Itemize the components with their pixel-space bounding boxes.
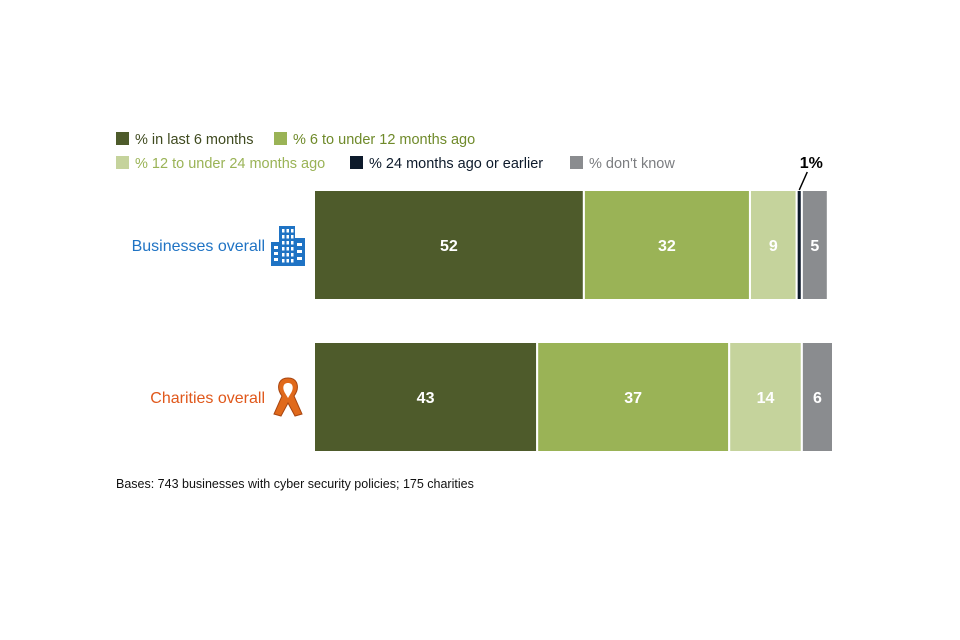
building-window <box>297 243 302 246</box>
data-label-charities-overall-12-to-under-24-months-ago: 14 <box>757 390 775 407</box>
building-window <box>282 241 285 245</box>
bar-segment-businesses-overall-6-to-under-12-months-ago <box>582 189 751 301</box>
annotation-leader-line <box>798 171 808 191</box>
building-window <box>297 257 302 260</box>
building-window <box>282 247 285 251</box>
legend-label-don-t-know: % don't know <box>589 156 675 172</box>
data-label-charities-overall-in-last-6-months: 43 <box>417 390 435 407</box>
chart-bars: 52 32 9 5 43 37 14 6 <box>313 189 834 453</box>
building-window <box>291 247 294 251</box>
building-window <box>274 252 278 255</box>
building-window <box>291 235 294 239</box>
legend-swatch-12-to-under-24-months-ago <box>116 156 129 169</box>
annotation-label: 1% <box>800 155 823 172</box>
building-window <box>291 253 294 257</box>
building-window <box>286 247 289 251</box>
legend-swatch-don-t-know <box>570 156 583 169</box>
legend-label-12-to-under-24-months-ago: % 12 to under 24 months ago <box>135 156 325 172</box>
bar-segment-businesses-overall-12-to-under-24-months-ago <box>748 189 798 301</box>
legend-swatch-in-last-6-months <box>116 132 129 145</box>
legend-label-6-to-under-12-months-ago: % 6 to under 12 months ago <box>293 132 475 148</box>
building-window <box>286 235 289 239</box>
building-window <box>291 259 294 263</box>
office-building-icon <box>271 226 305 266</box>
data-label-businesses-overall-in-last-6-months: 52 <box>440 238 458 255</box>
data-label-businesses-overall-12-to-under-24-months-ago: 9 <box>769 238 778 255</box>
chart-footnote: Bases: 743 businesses with cyber securit… <box>116 477 474 491</box>
bar-segment-charities-overall-in-last-6-months <box>313 341 539 453</box>
legend-label-in-last-6-months: % in last 6 months <box>135 132 253 148</box>
data-label-charities-overall-6-to-under-12-months-ago: 37 <box>624 390 642 407</box>
building-window <box>282 229 285 233</box>
chart-annotations: 1% <box>798 155 823 191</box>
legend-label-24-months-ago-or-earlier: % 24 months ago or earlier <box>369 156 543 172</box>
building-window <box>282 259 285 263</box>
building-window <box>291 229 294 233</box>
building-window <box>274 246 278 249</box>
building-window <box>297 250 302 253</box>
building-window <box>291 241 294 245</box>
category-labels: Businesses overall Charities overall <box>132 226 305 417</box>
bar-segment-businesses-overall-don-t-know <box>800 189 829 301</box>
ribbon-loop-hole <box>283 383 293 398</box>
bar-segment-charities-overall-don-t-know <box>800 341 834 453</box>
bar-segment-charities-overall-12-to-under-24-months-ago <box>728 341 803 453</box>
legend-swatch-24-months-ago-or-earlier <box>350 156 363 169</box>
building-window <box>286 229 289 233</box>
data-label-businesses-overall-6-to-under-12-months-ago: 32 <box>658 238 676 255</box>
data-label-businesses-overall-don-t-know: 5 <box>810 238 819 255</box>
charity-ribbon-icon <box>273 377 303 417</box>
building-window <box>274 258 278 261</box>
building-window <box>282 253 285 257</box>
data-label-charities-overall-don-t-know: 6 <box>813 390 822 407</box>
building-window <box>286 259 289 263</box>
chart-legend: % in last 6 months % 6 to under 12 months… <box>116 132 675 172</box>
category-label-businesses-overall: Businesses overall <box>132 238 265 255</box>
legend-swatch-6-to-under-12-months-ago <box>274 132 287 145</box>
bar-segment-charities-overall-6-to-under-12-months-ago <box>536 341 731 453</box>
building-window <box>286 241 289 245</box>
building-window <box>286 253 289 257</box>
building-window <box>282 235 285 239</box>
bar-segment-businesses-overall-in-last-6-months <box>313 189 585 301</box>
category-label-charities-overall: Charities overall <box>150 390 265 407</box>
